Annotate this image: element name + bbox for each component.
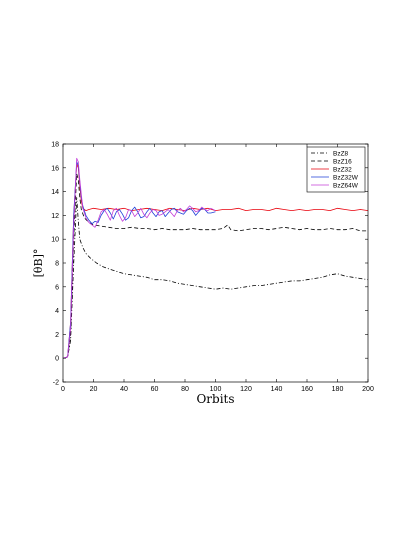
x-tick-label: 20 xyxy=(90,386,98,393)
series-line-BzZ16 xyxy=(62,173,368,359)
y-tick-label: 6 xyxy=(55,284,59,291)
legend-label-BzZ8: BzZ8 xyxy=(333,150,349,157)
x-tick-label: 120 xyxy=(240,386,252,393)
x-tick-label: 200 xyxy=(362,386,374,393)
y-tick-label: 0 xyxy=(55,356,59,363)
x-tick-label: 160 xyxy=(301,386,313,393)
x-tick-label: 60 xyxy=(151,386,159,393)
y-axis-title: [θB]° xyxy=(32,249,45,278)
legend-label-BzZ32: BzZ32 xyxy=(333,166,352,173)
series-line-BzZ32 xyxy=(62,163,369,359)
x-tick-label: 140 xyxy=(271,386,283,393)
x-axis-title: Orbits xyxy=(196,392,234,406)
series-line-BzZ64W xyxy=(62,157,216,359)
series-line-BzZ8 xyxy=(62,197,369,359)
y-tick-label: 4 xyxy=(55,308,59,315)
y-tick-label: 2 xyxy=(55,332,59,339)
legend-label-BzZ64W: BzZ64W xyxy=(333,182,359,189)
y-tick-label: 18 xyxy=(51,142,59,149)
x-tick-label: 80 xyxy=(181,386,189,393)
y-tick-label: 12 xyxy=(51,213,59,220)
series-layer xyxy=(62,157,369,359)
series-line-BzZ32W xyxy=(62,161,216,359)
ticks-layer: 0 20 40 60 80 100 120 140 160 180 200-202468101214… xyxy=(51,142,374,394)
legend-label-BzZ32W: BzZ32W xyxy=(333,174,359,181)
y-tick-label: 8 xyxy=(55,261,59,268)
legend-box xyxy=(306,146,366,193)
y-tick-label: 16 xyxy=(51,165,59,172)
x-tick-label: 180 xyxy=(332,386,344,393)
y-tick-label: 10 xyxy=(51,237,59,244)
x-tick-label: 0 xyxy=(61,386,65,393)
y-tick-label: -2 xyxy=(53,380,59,387)
legend-label-BzZ16: BzZ16 xyxy=(333,158,352,165)
x-tick-label: 40 xyxy=(120,386,128,393)
y-tick-label: 14 xyxy=(51,189,59,196)
x-tick-label: 100 xyxy=(210,386,222,393)
